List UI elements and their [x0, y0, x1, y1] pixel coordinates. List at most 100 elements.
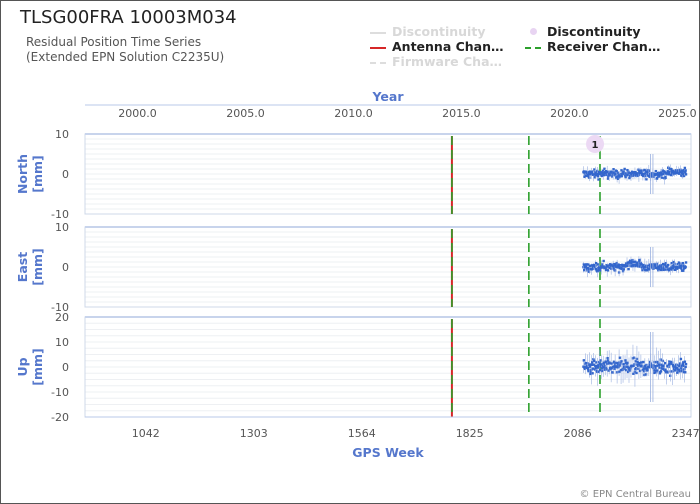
data-point — [591, 367, 595, 370]
data-point — [632, 356, 636, 359]
data-point — [637, 262, 640, 265]
data-point — [592, 173, 596, 176]
data-point — [605, 368, 609, 371]
data-point — [594, 364, 598, 368]
data-point — [659, 268, 663, 272]
data-point — [600, 363, 603, 366]
data-point — [637, 168, 640, 171]
data-point — [635, 174, 638, 177]
data-point — [642, 370, 646, 373]
y-axis-unit: [mm] — [30, 348, 45, 385]
data-point — [583, 268, 586, 272]
data-point — [643, 373, 646, 377]
data-point — [638, 369, 642, 373]
data-point — [644, 367, 647, 370]
data-point — [650, 265, 654, 268]
data-point — [645, 363, 648, 367]
data-point — [596, 175, 600, 178]
data-point — [678, 362, 682, 365]
data-point — [654, 364, 657, 368]
data-point — [640, 361, 643, 364]
data-point — [641, 169, 644, 173]
data-point — [620, 360, 623, 363]
data-point — [676, 171, 679, 174]
data-point — [664, 368, 668, 372]
data-point — [616, 177, 620, 181]
data-point — [645, 178, 648, 181]
data-point — [623, 363, 626, 366]
data-point — [597, 370, 601, 373]
residual-points — [582, 332, 688, 402]
legend-item-antenna-change[interactable]: Antenna Chan… — [370, 39, 504, 54]
data-point — [604, 360, 608, 364]
subtitle-line-2: (Extended EPN Solution C2235U) — [26, 50, 225, 64]
data-point — [613, 367, 616, 370]
data-point — [684, 169, 687, 172]
data-point — [676, 267, 679, 270]
data-point — [678, 262, 682, 265]
legend-item-receiver-change[interactable]: Receiver Chan… — [525, 39, 660, 54]
data-point — [666, 170, 670, 173]
data-point — [682, 172, 685, 176]
data-point — [623, 367, 626, 371]
residual-chart: Year 2000.0 2005.0 2010.0 2015.0 2020.0 2025.0… — [15, 89, 699, 460]
data-point — [583, 365, 586, 368]
data-point — [662, 268, 665, 272]
data-point — [658, 366, 661, 369]
data-point — [596, 172, 599, 176]
data-point — [638, 265, 642, 268]
data-point — [594, 261, 598, 265]
data-point — [606, 359, 610, 362]
data-point — [622, 170, 626, 173]
data-point — [670, 268, 674, 271]
data-point — [682, 364, 685, 368]
data-point — [596, 366, 600, 369]
legend-line-swatch — [370, 47, 386, 49]
data-point — [648, 267, 651, 271]
y-tick-label: 10 — [55, 128, 69, 141]
data-point — [590, 363, 593, 366]
data-point — [634, 260, 637, 263]
data-point — [608, 266, 611, 269]
data-point — [660, 367, 664, 370]
data-point — [628, 172, 631, 175]
legend-item-firmware-change[interactable]: Firmware Cha… — [370, 54, 502, 69]
data-point — [676, 371, 680, 374]
data-point — [601, 369, 604, 373]
data-point — [588, 365, 592, 368]
data-point — [585, 174, 588, 178]
top-axis-tick-label: 2005.0 — [226, 107, 265, 120]
data-point — [636, 363, 639, 366]
data-point — [639, 363, 642, 367]
data-point — [587, 263, 590, 266]
data-point — [612, 168, 615, 171]
y-tick-label: -10 — [51, 386, 69, 399]
data-point — [619, 364, 622, 367]
data-point — [648, 360, 652, 364]
data-point — [627, 370, 630, 374]
data-point — [603, 363, 606, 366]
data-point — [661, 262, 665, 266]
legend-item-discontinuity-dot[interactable]: Discontinuity — [530, 24, 640, 39]
data-point — [595, 267, 598, 271]
data-point — [605, 172, 609, 175]
data-point — [653, 266, 656, 270]
data-point — [682, 168, 685, 172]
data-point — [606, 269, 610, 272]
data-point — [587, 369, 591, 372]
data-point — [641, 365, 644, 368]
data-point — [655, 177, 659, 180]
y-tick-label: -10 — [51, 301, 69, 314]
bottom-axis-label: GPS Week — [352, 445, 424, 460]
data-point — [664, 262, 668, 265]
data-point — [651, 263, 654, 266]
y-tick-label: 10 — [55, 336, 69, 349]
legend-item-discontinuity-line[interactable]: Discontinuity — [370, 24, 485, 39]
data-point — [627, 173, 630, 177]
residual-points — [582, 154, 688, 194]
data-point — [628, 369, 632, 372]
legend-label: Firmware Cha… — [392, 54, 502, 69]
data-point — [668, 171, 672, 174]
data-point — [617, 365, 620, 369]
